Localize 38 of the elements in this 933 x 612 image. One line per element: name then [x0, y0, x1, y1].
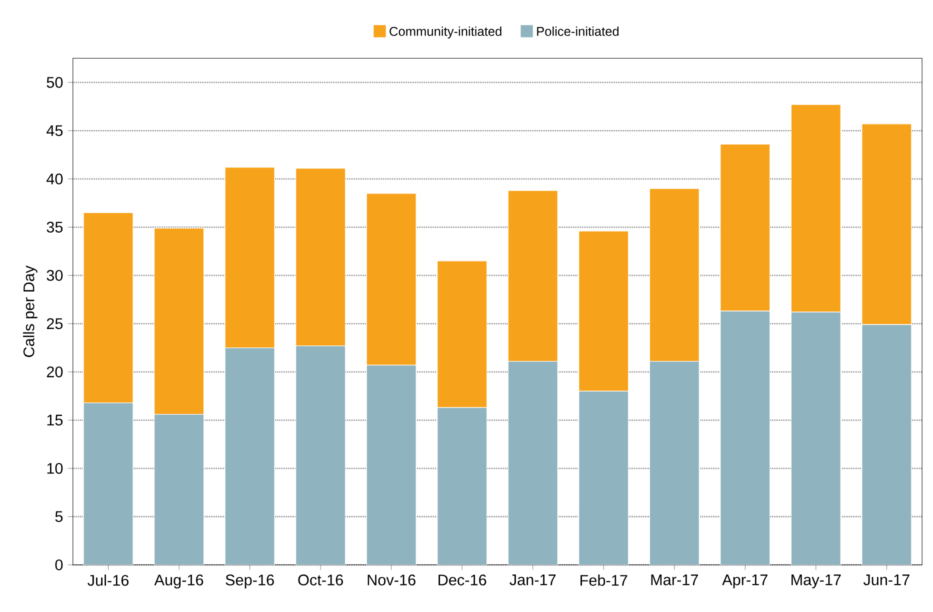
bar — [437, 407, 487, 565]
y-axis-title: Calls per Day — [23, 265, 38, 357]
bar — [154, 414, 204, 565]
bar — [578, 391, 628, 565]
y-tick-label: 50 — [46, 76, 63, 88]
bar — [84, 402, 134, 565]
x-tick-label: Apr-17 — [722, 574, 768, 588]
legend-label: Police-initiated — [537, 26, 619, 36]
x-tick-label: Jul-16 — [88, 574, 129, 586]
x-tick-label: Mar-17 — [651, 574, 698, 586]
y-tick-label: 30 — [46, 270, 63, 281]
y-tick-label: 15 — [47, 414, 63, 426]
bar — [862, 324, 912, 565]
y-tick-label: 0 — [55, 559, 63, 570]
y-tick-label: 45 — [46, 125, 63, 136]
bar — [791, 312, 841, 565]
x-tick-label: Jun-17 — [863, 574, 910, 586]
legend-label: Community-initiated — [390, 26, 502, 38]
y-tick-label: 5 — [55, 511, 63, 522]
y-tick-label: 20 — [46, 366, 63, 378]
bar — [650, 361, 700, 565]
x-tick-label: Oct-16 — [298, 574, 343, 586]
y-tick-label: 35 — [46, 222, 63, 232]
y-tick-label: 25 — [46, 318, 63, 329]
bar — [366, 365, 416, 565]
x-tick-label: Feb-17 — [580, 574, 628, 586]
bar — [296, 346, 346, 565]
x-tick-label: Dec-16 — [438, 574, 486, 586]
x-tick-label: Aug-16 — [154, 574, 204, 588]
x-tick-label: Nov-16 — [368, 574, 416, 586]
y-tick-label: 40 — [46, 173, 63, 184]
x-tick-label: May-17 — [792, 574, 841, 588]
x-tick-label: Sep-16 — [226, 574, 274, 588]
y-tick-label: 10 — [47, 462, 63, 474]
x-tick-label: Jan-17 — [510, 574, 556, 586]
bar — [508, 361, 558, 565]
bar — [225, 348, 275, 565]
bar — [720, 310, 770, 565]
